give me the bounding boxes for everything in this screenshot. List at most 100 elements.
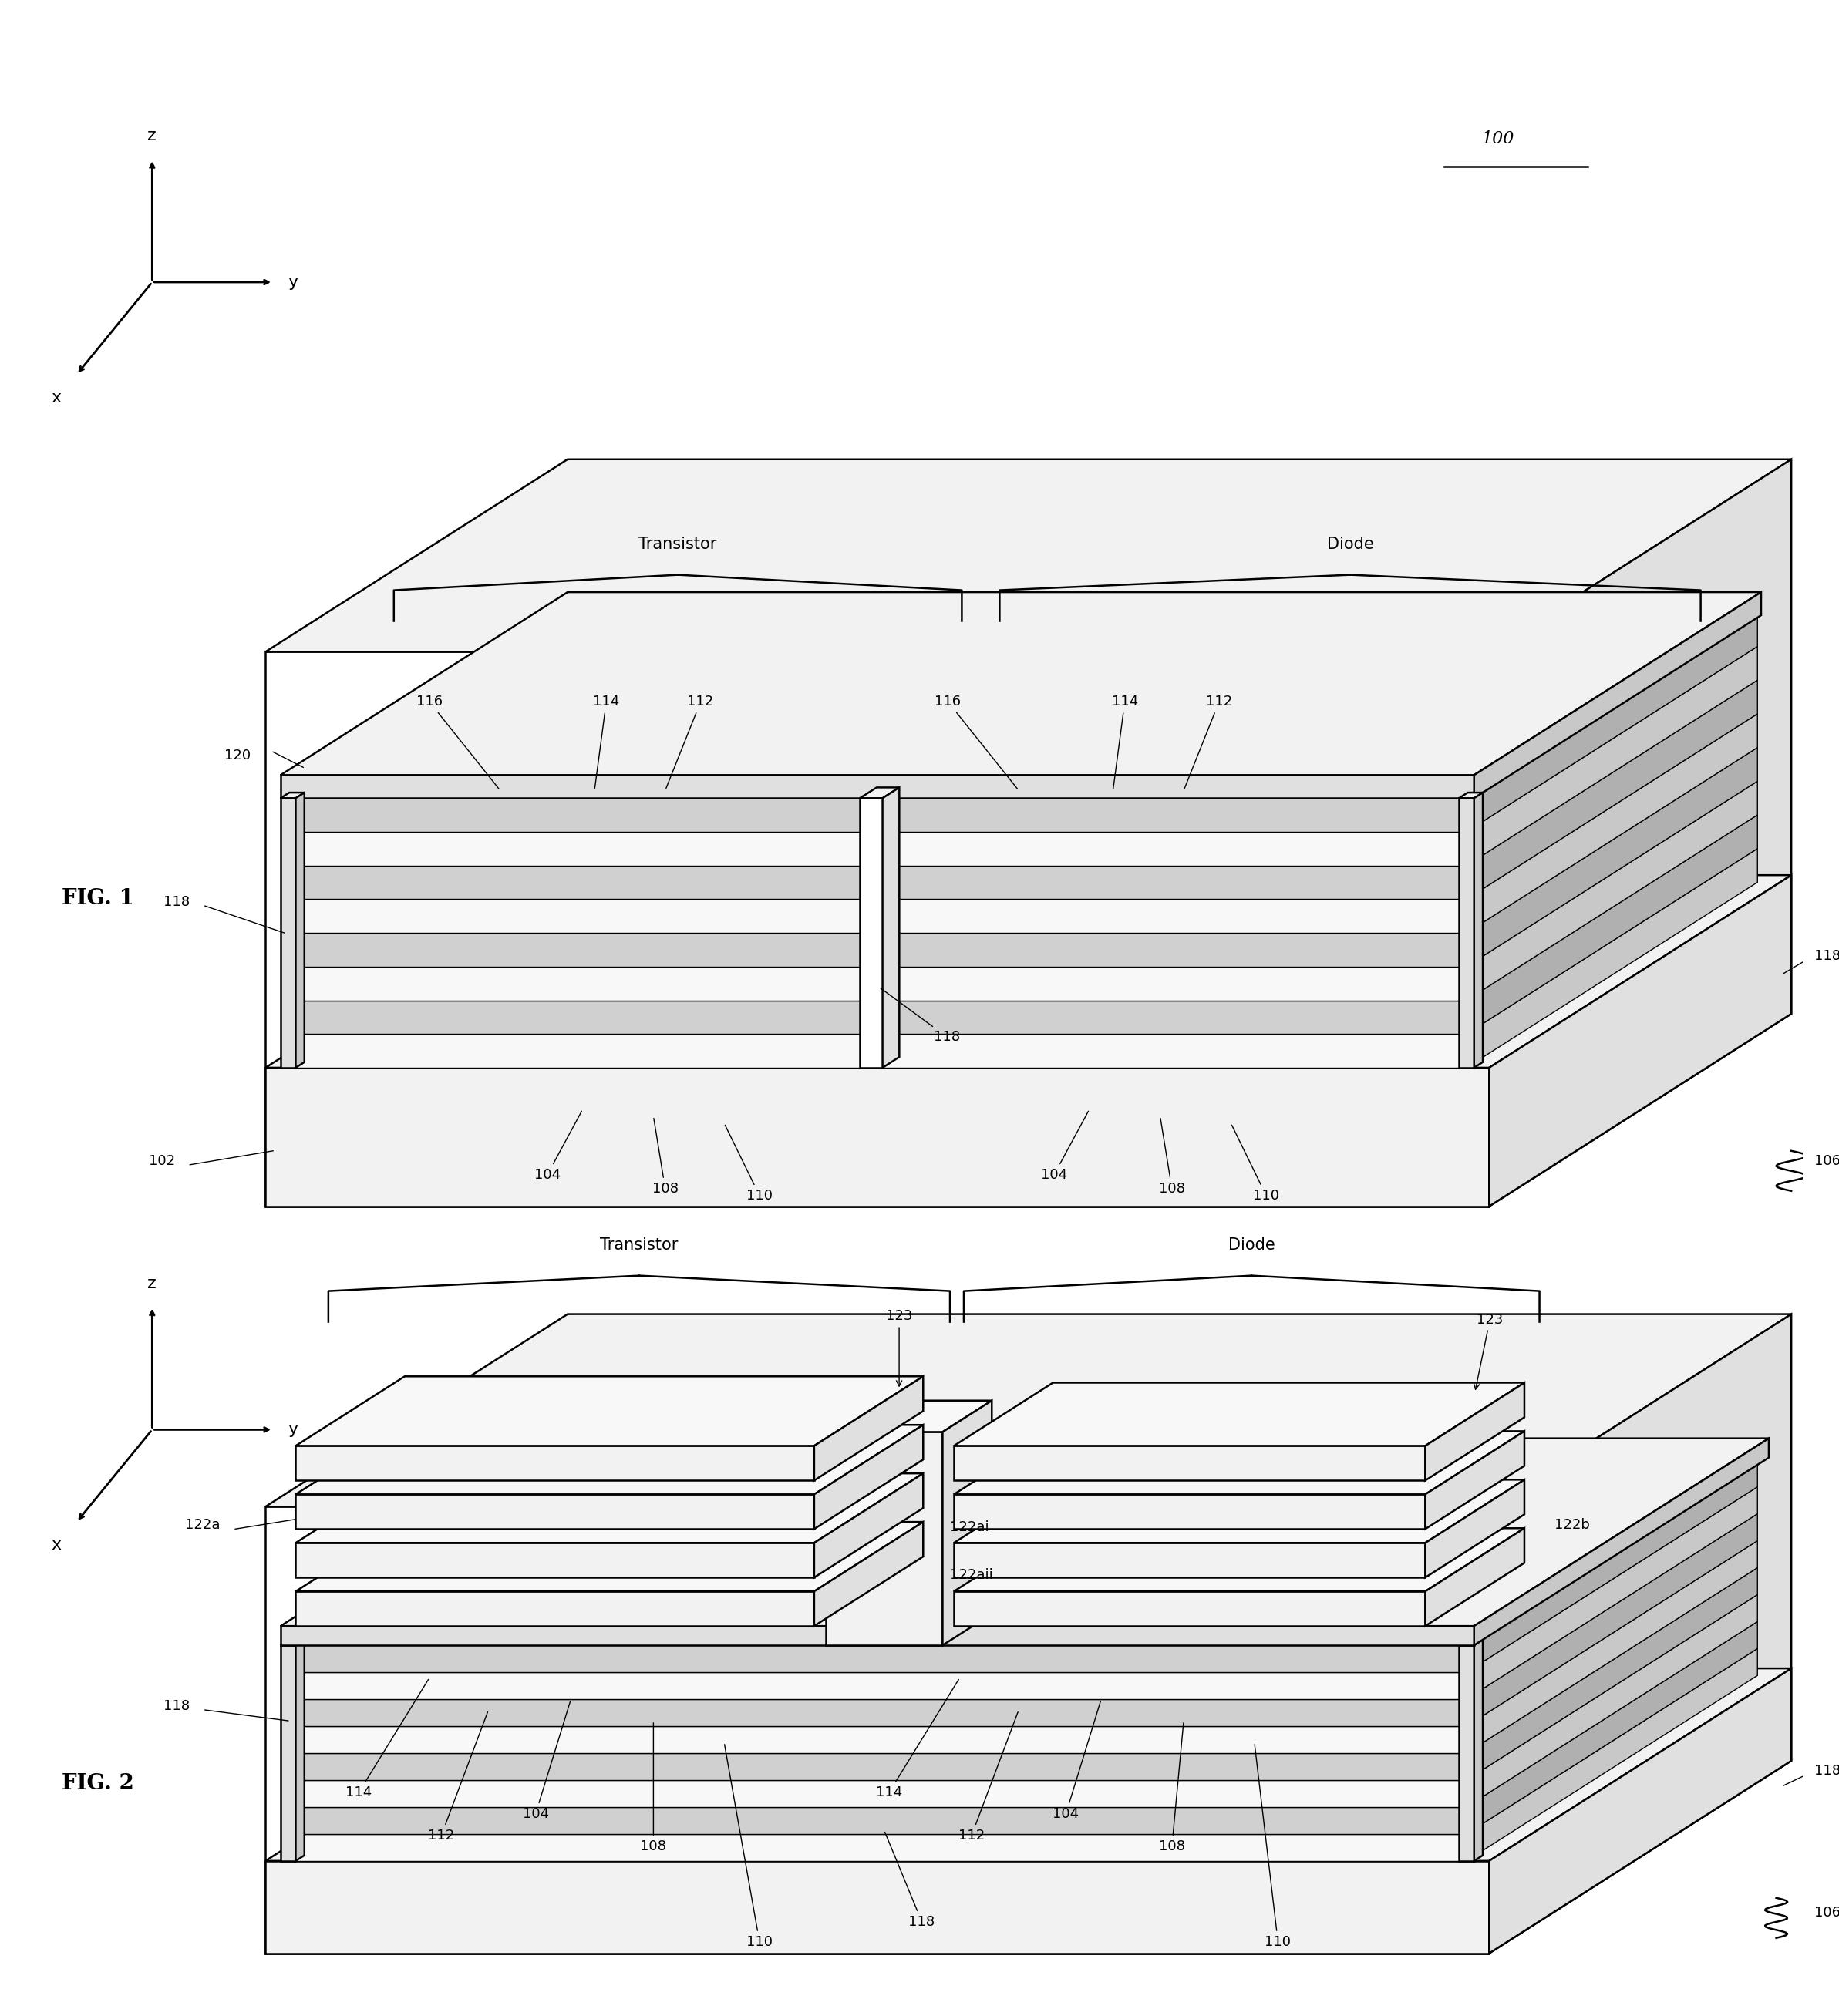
Text: 118: 118 <box>164 1699 189 1714</box>
Text: 120: 120 <box>224 748 250 762</box>
Polygon shape <box>1458 1639 1482 1645</box>
Text: 108: 108 <box>1159 1724 1184 1853</box>
Polygon shape <box>265 1861 1490 1954</box>
Text: 104: 104 <box>533 1111 581 1181</box>
Polygon shape <box>954 1542 1425 1577</box>
Polygon shape <box>954 1383 1525 1445</box>
Polygon shape <box>954 1494 1425 1528</box>
Polygon shape <box>1466 748 1758 966</box>
Polygon shape <box>1458 798 1475 1068</box>
Polygon shape <box>1475 1639 1482 1861</box>
Text: 112: 112 <box>428 1712 487 1843</box>
Polygon shape <box>289 1754 1466 1780</box>
Polygon shape <box>265 651 1490 1206</box>
Text: 112: 112 <box>1184 696 1232 788</box>
Polygon shape <box>289 865 1466 899</box>
Polygon shape <box>1425 1383 1525 1480</box>
Polygon shape <box>289 714 1758 899</box>
Polygon shape <box>296 1639 305 1861</box>
Polygon shape <box>296 1474 923 1542</box>
Polygon shape <box>289 782 1758 966</box>
Text: 123: 123 <box>1473 1312 1502 1389</box>
Polygon shape <box>289 1514 1758 1699</box>
Text: 104: 104 <box>522 1702 570 1820</box>
Polygon shape <box>281 774 1475 798</box>
Text: 114: 114 <box>592 696 620 788</box>
Text: 106: 106 <box>1813 1153 1839 1167</box>
Text: 100: 100 <box>1482 131 1513 147</box>
Polygon shape <box>1466 849 1758 1068</box>
Polygon shape <box>289 798 1466 833</box>
Polygon shape <box>289 814 1758 1000</box>
Text: 114: 114 <box>875 1679 958 1800</box>
Text: 108: 108 <box>1159 1119 1184 1195</box>
Polygon shape <box>289 833 1466 865</box>
Text: 110: 110 <box>1232 1125 1280 1202</box>
Polygon shape <box>861 798 883 1068</box>
Polygon shape <box>289 1568 1758 1754</box>
Polygon shape <box>1425 1431 1525 1528</box>
Polygon shape <box>289 966 1466 1000</box>
Polygon shape <box>815 1377 923 1480</box>
Polygon shape <box>289 849 1758 1034</box>
Text: 110: 110 <box>725 1744 772 1949</box>
Text: 116: 116 <box>934 696 1017 788</box>
Polygon shape <box>265 460 1791 651</box>
Polygon shape <box>289 1806 1466 1835</box>
Text: 118: 118 <box>881 988 960 1044</box>
Polygon shape <box>289 1000 1466 1034</box>
Polygon shape <box>1475 593 1762 798</box>
Polygon shape <box>1475 1437 1769 1645</box>
Text: 114: 114 <box>346 1679 428 1800</box>
Polygon shape <box>289 1460 1758 1645</box>
Polygon shape <box>289 1034 1466 1068</box>
Polygon shape <box>1458 1645 1475 1861</box>
Text: Transistor: Transistor <box>600 1238 679 1252</box>
Polygon shape <box>289 933 1466 966</box>
Polygon shape <box>1466 647 1758 865</box>
Text: 118: 118 <box>885 1833 934 1929</box>
Polygon shape <box>289 679 1758 865</box>
Polygon shape <box>289 1726 1466 1754</box>
Text: 108: 108 <box>653 1119 679 1195</box>
Text: 122a: 122a <box>186 1518 221 1532</box>
Polygon shape <box>1475 792 1482 1068</box>
Polygon shape <box>289 1645 1466 1671</box>
Text: 110: 110 <box>1254 1744 1291 1949</box>
Text: Diode: Diode <box>1326 536 1374 552</box>
Polygon shape <box>1490 460 1791 1206</box>
Polygon shape <box>954 1445 1425 1480</box>
Polygon shape <box>1490 875 1791 1206</box>
Polygon shape <box>826 1401 991 1431</box>
Polygon shape <box>265 1506 1490 1954</box>
Text: 118: 118 <box>1813 1764 1839 1778</box>
Polygon shape <box>1466 1488 1758 1699</box>
Text: Diode: Diode <box>1228 1238 1274 1252</box>
Polygon shape <box>289 748 1758 933</box>
Polygon shape <box>1490 1669 1791 1954</box>
Polygon shape <box>826 1431 943 1645</box>
Polygon shape <box>1466 613 1758 833</box>
Polygon shape <box>1466 679 1758 899</box>
Polygon shape <box>1466 1460 1758 1671</box>
Polygon shape <box>1466 1621 1758 1835</box>
Text: 118: 118 <box>164 895 189 909</box>
Polygon shape <box>296 792 305 1068</box>
Text: 123: 123 <box>886 1310 912 1387</box>
Polygon shape <box>1466 1595 1758 1806</box>
Polygon shape <box>1466 1568 1758 1780</box>
Text: 102: 102 <box>149 1153 175 1167</box>
Polygon shape <box>1466 1514 1758 1726</box>
Polygon shape <box>954 1480 1525 1542</box>
Polygon shape <box>943 1401 991 1645</box>
Polygon shape <box>289 899 1466 933</box>
Text: 116: 116 <box>416 696 498 788</box>
Polygon shape <box>1466 1649 1758 1861</box>
Polygon shape <box>1458 792 1482 798</box>
Polygon shape <box>289 613 1758 798</box>
Text: Transistor: Transistor <box>638 536 717 552</box>
Polygon shape <box>954 1431 1525 1494</box>
Text: 122ai: 122ai <box>951 1520 989 1534</box>
Polygon shape <box>281 792 305 798</box>
Text: y: y <box>289 274 298 290</box>
